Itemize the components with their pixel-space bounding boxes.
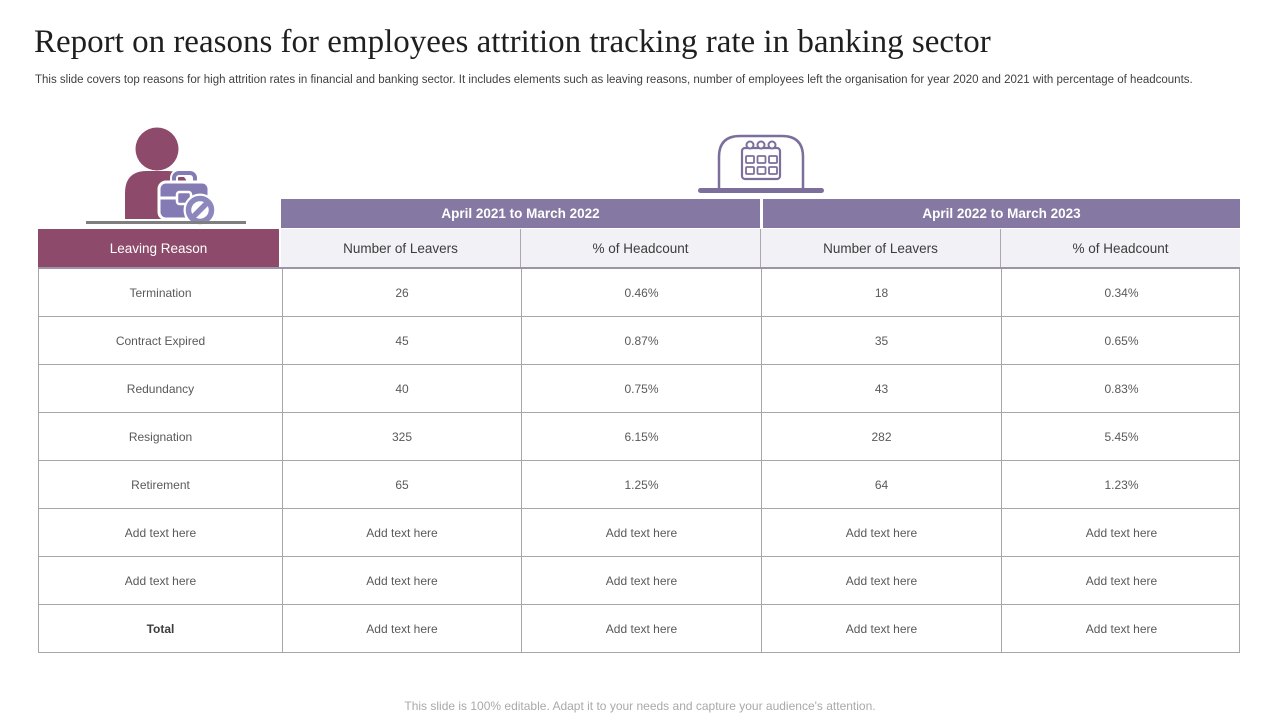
table-row-retirement: Retirement 65 1.25% 64 1.23% <box>38 461 1240 509</box>
column-header: % of Headcount <box>1000 229 1240 267</box>
leaving-reason-header: Leaving Reason <box>38 229 281 267</box>
column-header: % of Headcount <box>520 229 760 267</box>
column-header-row: Leaving Reason Number of Leavers % of He… <box>38 229 1240 269</box>
text-placeholder[interactable]: Add text here <box>521 509 761 556</box>
text-placeholder[interactable]: Add text here <box>761 557 1001 604</box>
table-cell: 65 <box>282 461 521 508</box>
text-placeholder[interactable]: Add text here <box>521 605 761 652</box>
table-cell: 0.34% <box>1001 269 1241 316</box>
text-placeholder[interactable]: Add text here <box>282 605 521 652</box>
table-cell: 5.45% <box>1001 413 1241 460</box>
text-placeholder[interactable]: Add text here <box>1001 605 1241 652</box>
period-header-2022-2023: April 2022 to March 2023 <box>760 199 1240 228</box>
text-placeholder[interactable]: Add text here <box>282 509 521 556</box>
table-cell: 0.87% <box>521 317 761 364</box>
text-placeholder[interactable]: Add text here <box>1001 557 1241 604</box>
column-header: Number of Leavers <box>281 229 520 267</box>
table-cell: 0.46% <box>521 269 761 316</box>
text-placeholder[interactable]: Add text here <box>761 509 1001 556</box>
table-row-placeholder-1: Add text here Add text here Add text her… <box>38 509 1240 557</box>
table-row-resignation: Resignation 325 6.15% 282 5.45% <box>38 413 1240 461</box>
table-cell: 0.75% <box>521 365 761 412</box>
text-placeholder[interactable]: Add text here <box>1001 509 1241 556</box>
page-title: Report on reasons for employees attritio… <box>34 24 991 60</box>
total-label: Total <box>146 621 175 636</box>
slide-subtitle: This slide covers top reasons for high a… <box>35 74 1193 86</box>
table-cell: 35 <box>761 317 1001 364</box>
text-placeholder[interactable]: Add text here <box>282 557 521 604</box>
row-label: Contract Expired <box>115 333 206 348</box>
table-cell: 26 <box>282 269 521 316</box>
table-row-termination: Termination 26 0.46% 18 0.34% <box>38 269 1240 317</box>
editable-note: This slide is 100% editable. Adapt it to… <box>404 699 876 713</box>
table-cell: 40 <box>282 365 521 412</box>
text-placeholder[interactable]: Add text here <box>124 573 197 588</box>
row-label: Termination <box>129 285 192 300</box>
table-row-total: Total Add text here Add text here Add te… <box>38 605 1240 653</box>
table-cell: 43 <box>761 365 1001 412</box>
table-row-contract-expired: Contract Expired 45 0.87% 35 0.65% <box>38 317 1240 365</box>
table-cell: 64 <box>761 461 1001 508</box>
row-label: Redundancy <box>126 381 195 396</box>
column-header: Number of Leavers <box>760 229 1000 267</box>
calendar-laptop-icon <box>698 134 824 193</box>
table-cell: 45 <box>282 317 521 364</box>
period-header-spacer <box>38 199 281 228</box>
table-cell: 325 <box>282 413 521 460</box>
table-row-placeholder-2: Add text here Add text here Add text her… <box>38 557 1240 605</box>
employee-leaving-icon <box>125 127 217 227</box>
icon-underline <box>86 221 246 224</box>
period-header-row: April 2021 to March 2022 April 2022 to M… <box>38 199 1240 228</box>
table-cell: 1.23% <box>1001 461 1241 508</box>
row-label: Retirement <box>131 477 190 492</box>
table-cell: 0.65% <box>1001 317 1241 364</box>
text-placeholder[interactable]: Add text here <box>124 525 197 540</box>
table-row-redundancy: Redundancy 40 0.75% 43 0.83% <box>38 365 1240 413</box>
table-cell: 282 <box>761 413 1001 460</box>
text-placeholder[interactable]: Add text here <box>521 557 761 604</box>
period-header-2021-2022: April 2021 to March 2022 <box>281 199 760 228</box>
attrition-table: April 2021 to March 2022 April 2022 to M… <box>38 199 1240 653</box>
table-cell: 18 <box>761 269 1001 316</box>
table-cell: 0.83% <box>1001 365 1241 412</box>
table-cell: 1.25% <box>521 461 761 508</box>
text-placeholder[interactable]: Add text here <box>761 605 1001 652</box>
table-cell: 6.15% <box>521 413 761 460</box>
row-label: Resignation <box>128 429 193 444</box>
